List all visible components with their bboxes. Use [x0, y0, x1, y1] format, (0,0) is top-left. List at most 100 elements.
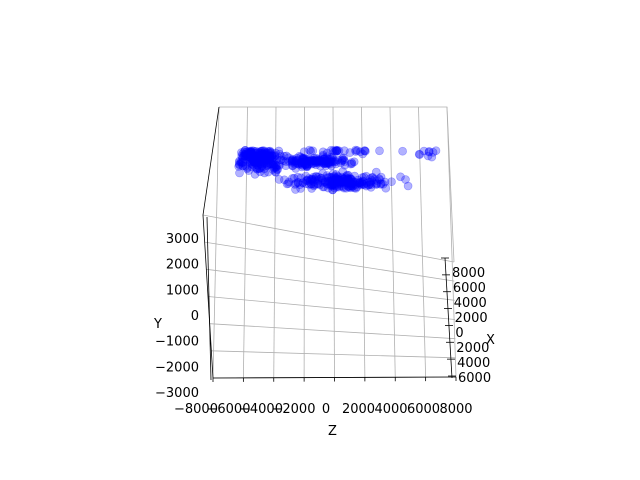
data-point: [247, 162, 257, 172]
data-point: [348, 177, 358, 186]
data-point: [322, 154, 332, 163]
data-point: [272, 155, 282, 164]
data-point: [333, 172, 343, 182]
data-point: [245, 158, 255, 167]
data-point: [299, 154, 308, 164]
data-point: [327, 155, 336, 164]
data-point: [243, 152, 253, 162]
data-point: [325, 154, 335, 164]
data-point: [361, 181, 371, 191]
data-point: [330, 183, 339, 193]
y-axis-line: [206, 216, 212, 381]
data-point: [263, 160, 273, 169]
data-point: [338, 182, 348, 192]
data-point: [305, 156, 315, 166]
data-point: [242, 164, 252, 173]
data-point: [306, 179, 316, 189]
data-point: [348, 181, 358, 191]
data-point: [333, 181, 343, 190]
y-grid-line: [206, 268, 455, 301]
data-point: [338, 175, 348, 184]
data-point: [338, 167, 348, 176]
data-point: [328, 185, 337, 195]
data-point: [235, 157, 244, 167]
data-point: [346, 181, 356, 191]
data-point: [243, 163, 252, 172]
data-point: [359, 177, 368, 186]
data-point: [253, 152, 263, 162]
y-tick-label: −1000: [155, 335, 199, 350]
data-point: [326, 181, 336, 190]
data-point: [312, 156, 322, 165]
data-point: [304, 154, 314, 164]
data-point: [235, 156, 244, 166]
data-point: [271, 167, 280, 177]
data-point: [324, 159, 334, 168]
data-point: [398, 146, 407, 156]
data-point: [319, 156, 328, 166]
data-point: [252, 157, 262, 167]
data-point: [265, 149, 274, 158]
data-point: [333, 155, 343, 165]
data-point: [304, 180, 314, 189]
data-point: [244, 154, 254, 164]
data-point: [359, 180, 369, 189]
data-point: [322, 148, 332, 158]
data-point: [246, 153, 255, 163]
data-point: [248, 159, 257, 169]
data-point: [368, 172, 377, 182]
data-point: [339, 177, 349, 187]
data-point: [238, 161, 247, 171]
data-point: [333, 179, 343, 189]
data-point: [343, 178, 353, 188]
data-point: [302, 155, 311, 164]
data-point: [254, 151, 264, 160]
data-point: [303, 156, 312, 165]
data-point: [318, 150, 328, 160]
y-grid-line: [202, 214, 455, 263]
data-point: [268, 151, 277, 160]
data-point: [401, 175, 410, 184]
data-point: [257, 163, 266, 173]
data-point: [296, 152, 306, 162]
data-point: [284, 157, 294, 166]
data-point: [257, 149, 267, 159]
data-point: [266, 159, 276, 169]
data-point: [274, 160, 284, 169]
data-point: [327, 161, 336, 171]
data-point: [280, 175, 289, 185]
data-point: [424, 147, 434, 157]
z-tick-label: 8000: [439, 402, 472, 417]
data-point: [312, 153, 321, 163]
data-point: [265, 154, 275, 164]
data-point: [292, 156, 302, 165]
data-point: [344, 178, 354, 188]
data-point: [307, 155, 317, 165]
data-point: [237, 151, 246, 161]
data-point: [301, 179, 311, 189]
data-point: [292, 158, 302, 168]
data-point: [340, 157, 349, 166]
data-point: [305, 145, 314, 155]
data-point: [293, 177, 303, 187]
data-point: [244, 152, 254, 161]
data-point: [296, 184, 305, 193]
data-point: [254, 155, 263, 165]
data-point: [355, 177, 365, 187]
data-point: [300, 156, 310, 166]
x-axis-label: X: [486, 333, 495, 348]
data-point: [319, 182, 329, 192]
data-point: [273, 165, 282, 174]
data-point: [345, 174, 355, 184]
data-point: [354, 178, 363, 187]
data-point: [252, 148, 261, 158]
data-point: [258, 156, 268, 165]
data-point: [365, 179, 375, 189]
data-point: [250, 155, 259, 164]
data-point: [327, 157, 336, 166]
data-point: [310, 175, 320, 184]
x-tick-label: 8000: [452, 266, 485, 281]
data-point: [290, 180, 300, 189]
data-point: [345, 148, 355, 157]
data-point: [427, 152, 437, 162]
